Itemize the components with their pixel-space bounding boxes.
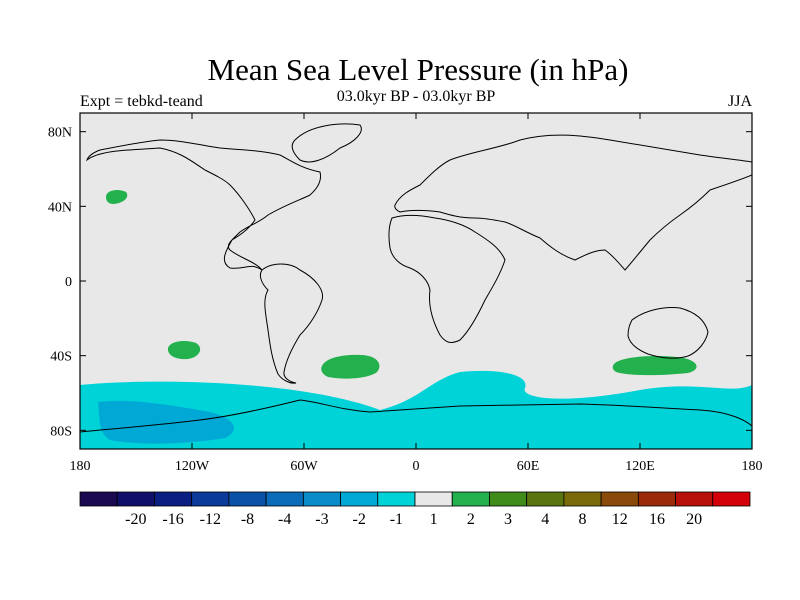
experiment-label: Expt = tebkd-teand	[80, 93, 203, 110]
colorbar-swatch	[414, 491, 453, 507]
lon-tick-label: 120W	[175, 459, 210, 474]
plot-title: Mean Sea Level Pressure (in hPa)	[207, 52, 629, 87]
lon-tick-label: 180	[742, 459, 763, 474]
colorbar-swatch	[228, 491, 267, 507]
coastline-australia	[627, 307, 709, 359]
colorbar-swatch	[377, 491, 416, 507]
colorbar-label: 20	[686, 511, 702, 528]
colorbar-swatch	[340, 491, 379, 507]
coastline-antarctica	[80, 399, 752, 433]
colorbar-label: -16	[162, 511, 183, 528]
lat-tick-label: 0	[65, 275, 72, 290]
colorbar-label: -3	[315, 511, 328, 528]
colorbar-label: 4	[541, 511, 549, 528]
coastline-eurasia	[394, 134, 752, 271]
colorbar-swatch	[302, 491, 341, 507]
colorbar: -20 -16 -12 -8 -4 -3 -2 -1 1 2 3 4 8 12 16 20	[79, 491, 751, 528]
lat-tick-label: 80N	[48, 126, 72, 141]
colorbar-swatch	[637, 491, 676, 507]
colorbar-label: 1	[430, 511, 438, 528]
north-pacific-positive-region	[106, 189, 128, 204]
latitude-axis: 80N 40N 0 40S 80S	[48, 126, 752, 439]
colorbar-swatch	[116, 491, 155, 507]
south-australia-positive-region	[612, 356, 697, 376]
colorbar-label: 2	[467, 511, 475, 528]
lat-tick-label: 40S	[50, 350, 72, 365]
lon-tick-label: 0	[413, 459, 420, 474]
colorbar-label: 3	[504, 511, 512, 528]
colorbar-label: -8	[241, 511, 254, 528]
coastlines	[80, 123, 752, 433]
colorbar-swatch	[154, 491, 193, 507]
coastline-greenland	[291, 123, 362, 163]
longitude-axis: 180 120W 60W 0 60E 120E 180	[70, 113, 763, 474]
coastline-south-america	[259, 263, 324, 384]
colorbar-label: 12	[612, 511, 628, 528]
plot-subtitle: 03.0kyr BP - 03.0kyr BP	[336, 88, 496, 105]
colorbar-label: -1	[390, 511, 403, 528]
colorbar-label: -2	[353, 511, 366, 528]
colorbar-swatch	[526, 491, 565, 507]
colorbar-swatch	[265, 491, 304, 507]
season-label: JJA	[727, 93, 752, 110]
colorbar-swatch	[79, 491, 118, 507]
colorbar-label: -4	[278, 511, 291, 528]
coastline-africa	[388, 214, 506, 343]
antarctic-negative-region	[98, 400, 235, 444]
lat-tick-label: 40N	[48, 200, 72, 215]
colorbar-label: -20	[125, 511, 146, 528]
lat-tick-label: 80S	[50, 424, 72, 439]
colorbar-swatch	[563, 491, 602, 507]
lon-tick-label: 120E	[625, 459, 655, 474]
lon-tick-label: 180	[70, 459, 91, 474]
colorbar-swatch	[451, 491, 490, 507]
lon-tick-label: 60E	[517, 459, 540, 474]
south-atlantic-positive-region	[321, 354, 380, 379]
coastline-north-america	[86, 139, 321, 271]
colorbar-label: 16	[649, 511, 665, 528]
colorbar-swatch	[712, 491, 751, 507]
colorbar-swatch	[489, 491, 528, 507]
colorbar-swatch	[600, 491, 639, 507]
south-pacific-positive-region	[167, 340, 201, 360]
colorbar-label: 8	[579, 511, 587, 528]
southern-ocean-negative-region	[80, 370, 752, 449]
colorbar-swatch	[191, 491, 230, 507]
colorbar-swatch	[675, 491, 714, 507]
colorbar-label: -12	[200, 511, 221, 528]
lon-tick-label: 60W	[290, 459, 318, 474]
